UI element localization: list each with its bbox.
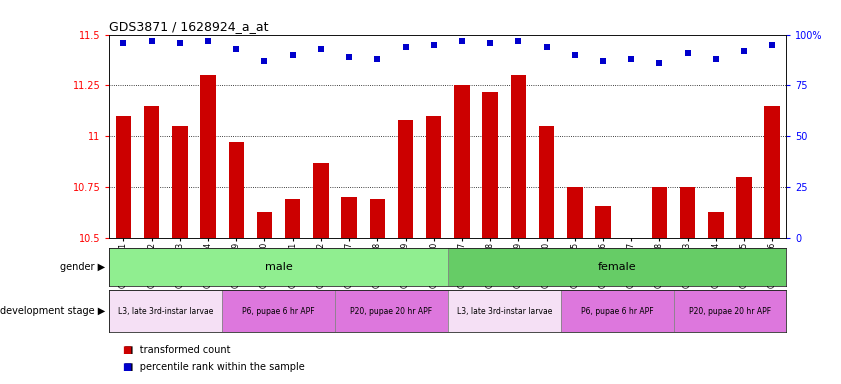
Text: ■: ■	[122, 362, 131, 372]
Text: P20, pupae 20 hr APF: P20, pupae 20 hr APF	[689, 306, 771, 316]
Text: GDS3871 / 1628924_a_at: GDS3871 / 1628924_a_at	[109, 20, 269, 33]
Bar	[144, 106, 160, 238]
Point	[765, 42, 779, 48]
Bar	[313, 163, 329, 238]
Bar	[341, 197, 357, 238]
Text: P20, pupae 20 hr APF: P20, pupae 20 hr APF	[351, 306, 432, 316]
Bar	[172, 126, 188, 238]
Text: L3, late 3rd-instar larvae: L3, late 3rd-instar larvae	[457, 306, 552, 316]
Bar	[426, 116, 442, 238]
Text: P6, pupae 6 hr APF: P6, pupae 6 hr APF	[242, 306, 315, 316]
Point	[681, 50, 695, 56]
Point	[371, 56, 384, 62]
Point	[568, 52, 581, 58]
Bar	[447, 290, 561, 332]
Bar	[116, 116, 131, 238]
Text: female: female	[598, 262, 637, 272]
Point	[145, 38, 158, 44]
Text: gender ▶: gender ▶	[60, 262, 105, 272]
Bar	[736, 177, 752, 238]
Bar	[369, 199, 385, 238]
Point	[117, 40, 130, 46]
Bar	[454, 86, 469, 238]
Point	[201, 38, 214, 44]
Bar	[200, 75, 216, 238]
Bar	[764, 106, 780, 238]
Point	[427, 42, 441, 48]
Point	[511, 38, 525, 44]
Bar	[539, 126, 554, 238]
Point	[342, 54, 356, 60]
Text: ■  percentile rank within the sample: ■ percentile rank within the sample	[118, 362, 304, 372]
Bar	[285, 199, 300, 238]
Text: ■  transformed count: ■ transformed count	[118, 345, 230, 355]
Text: P6, pupae 6 hr APF: P6, pupae 6 hr APF	[581, 306, 653, 316]
Bar	[567, 187, 583, 238]
Bar	[674, 290, 786, 332]
Point	[455, 38, 468, 44]
Bar	[335, 290, 447, 332]
Point	[173, 40, 187, 46]
Point	[257, 58, 271, 64]
Point	[540, 44, 553, 50]
Bar	[510, 75, 526, 238]
Point	[653, 60, 666, 66]
Point	[738, 48, 751, 54]
Bar	[483, 91, 498, 238]
Point	[315, 46, 328, 52]
Bar	[680, 187, 696, 238]
Bar	[257, 212, 272, 238]
Bar	[222, 290, 335, 332]
Point	[399, 44, 412, 50]
Bar	[708, 212, 723, 238]
Point	[484, 40, 497, 46]
Bar	[398, 120, 413, 238]
Bar	[595, 205, 611, 238]
Bar	[109, 248, 447, 286]
Point	[230, 46, 243, 52]
Bar	[561, 290, 674, 332]
Point	[286, 52, 299, 58]
Text: male: male	[265, 262, 293, 272]
Bar	[447, 248, 786, 286]
Bar	[109, 290, 222, 332]
Text: ■: ■	[122, 345, 131, 355]
Bar	[229, 142, 244, 238]
Bar	[652, 187, 667, 238]
Text: development stage ▶: development stage ▶	[0, 306, 105, 316]
Point	[596, 58, 610, 64]
Point	[709, 56, 722, 62]
Point	[625, 56, 638, 62]
Text: L3, late 3rd-instar larvae: L3, late 3rd-instar larvae	[118, 306, 214, 316]
